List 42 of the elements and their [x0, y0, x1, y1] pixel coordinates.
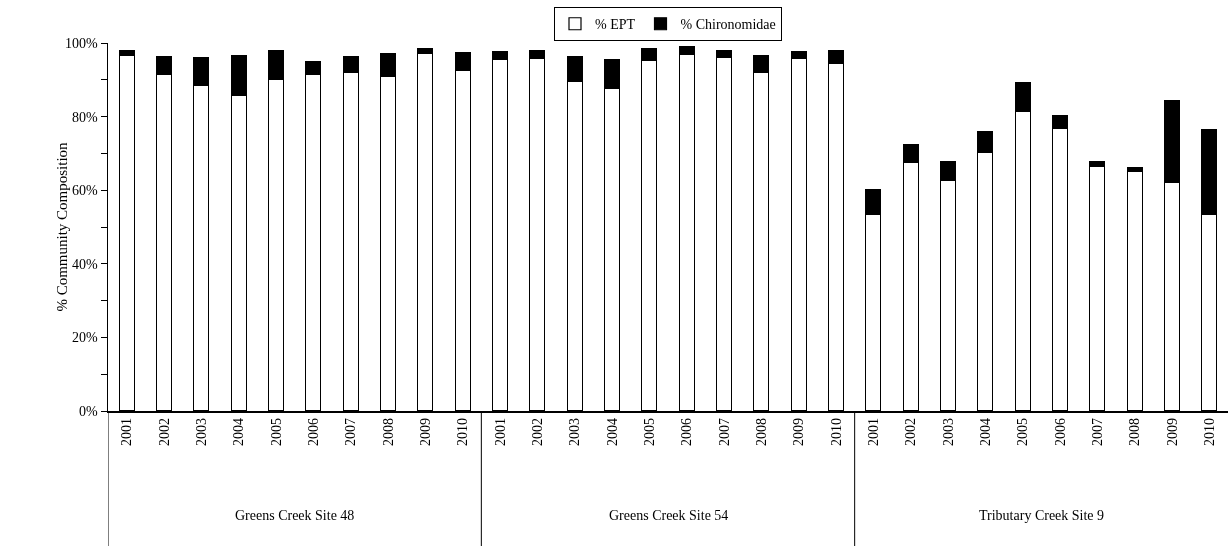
x-tick-label: 2009	[417, 418, 433, 447]
x-tick-label: 2006	[679, 418, 695, 447]
y-tick-label: 20%	[72, 330, 99, 346]
text: Greens Creek Site 54	[609, 508, 729, 523]
x-tick-label: 2002	[529, 418, 545, 447]
x-tick-label: 2004	[977, 418, 993, 447]
x-tick-label: 2006	[1052, 418, 1068, 447]
x-tick-label: 2010	[455, 418, 471, 447]
y-tick-label: 100%	[65, 35, 99, 51]
text: Greens Creek Site 48	[235, 508, 355, 523]
legend-label: % Chironomidae	[680, 17, 776, 33]
x-tick-label: 2007	[343, 418, 359, 447]
y-axis-title: % Community Composition	[54, 141, 71, 312]
x-tick-label: 2007	[1089, 418, 1105, 447]
x-tick-label: 2006	[305, 418, 321, 447]
x-tick-label: 2003	[193, 418, 209, 447]
text: Tributary Creek Site 9	[979, 508, 1105, 523]
x-tick-label: 2002	[903, 418, 919, 447]
x-tick-label: 2009	[1164, 418, 1180, 447]
x-tick-label: 2003	[940, 418, 956, 447]
x-tick-label: 2007	[716, 418, 732, 447]
x-tick-label: 2008	[753, 418, 769, 447]
legend-label: % EPT	[595, 17, 636, 33]
x-tick-label: 2008	[1127, 418, 1143, 447]
x-tick-label: 2009	[791, 418, 807, 447]
x-tick-label: 2001	[119, 418, 135, 447]
y-tick-label: 40%	[72, 256, 99, 272]
x-tick-label: 2005	[268, 418, 284, 447]
x-tick-label: 2010	[828, 418, 844, 447]
x-tick-label: 2001	[865, 418, 881, 447]
x-tick-label: 2010	[1201, 418, 1217, 447]
y-tick-label: 80%	[72, 109, 99, 125]
x-tick-label: 2005	[641, 418, 657, 447]
x-tick-label: 2004	[231, 418, 247, 447]
y-tick-label: 60%	[72, 183, 99, 199]
x-tick-label: 2008	[380, 418, 396, 447]
x-tick-label: 2001	[492, 418, 508, 447]
x-tick-label: 2005	[1015, 418, 1031, 447]
x-tick-label: 2003	[567, 418, 583, 447]
x-tick-label: 2004	[604, 418, 620, 447]
x-tick-label: 2002	[156, 418, 172, 447]
y-tick-label: 0%	[79, 403, 99, 419]
